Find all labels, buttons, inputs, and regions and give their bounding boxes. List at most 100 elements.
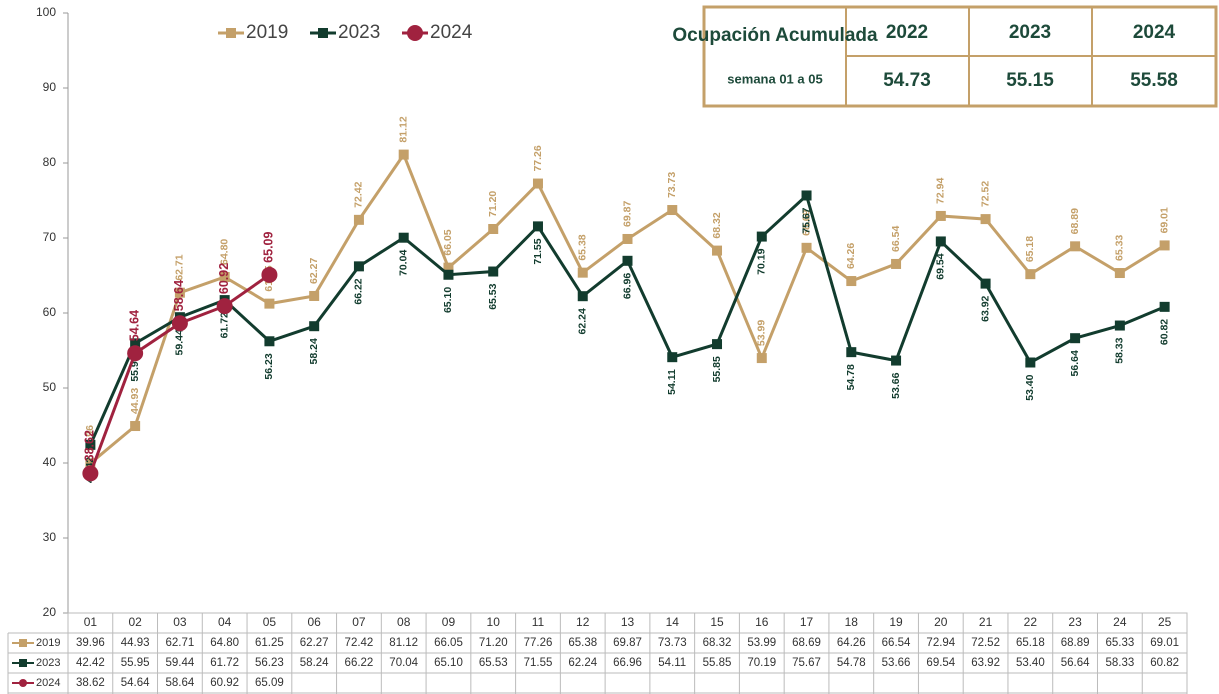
data-label: 44.93 [129, 388, 141, 414]
y-tick-label: 100 [36, 5, 56, 19]
data-label: 72.94 [935, 178, 947, 204]
point [980, 214, 991, 225]
data-label: 65.38 [577, 234, 589, 260]
table-value: 54.78 [837, 657, 866, 669]
data-label: 73.73 [666, 172, 678, 198]
summary-value: 55.58 [1130, 70, 1178, 91]
data-label: 72.52 [979, 181, 991, 207]
point [532, 178, 543, 189]
point [219, 272, 230, 282]
table-value: 58.24 [300, 657, 329, 669]
table-value: 66.54 [882, 637, 911, 649]
point [398, 232, 409, 243]
data-label: 65.33 [1114, 235, 1126, 261]
x-tick-label: 22 [1024, 615, 1038, 629]
table-value: 66.22 [345, 657, 374, 669]
point [891, 355, 902, 366]
series-line [89, 192, 1166, 446]
legend-marker [318, 28, 328, 38]
data-label: 75.67 [800, 207, 812, 233]
point [1025, 357, 1036, 368]
data-label: 62.24 [577, 308, 589, 334]
table-value: 53.40 [1016, 657, 1045, 669]
point [82, 465, 99, 482]
x-tick-label: 06 [308, 615, 322, 629]
x-tick-label: 14 [666, 615, 680, 629]
point [1025, 269, 1036, 280]
x-tick-label: 04 [218, 615, 232, 629]
data-label: 58.64 [172, 280, 186, 311]
point [801, 190, 812, 201]
data-label: 71.20 [487, 191, 499, 217]
data-label: 58.33 [1114, 337, 1126, 363]
data-label: 54.64 [127, 310, 141, 341]
x-tick-label: 15 [710, 615, 724, 629]
table-value: 64.80 [210, 637, 239, 649]
data-label: 38.62 [83, 430, 97, 461]
y-tick-label: 60 [43, 305, 57, 319]
table-value: 61.72 [210, 657, 239, 669]
y-tick-label: 80 [43, 155, 57, 169]
point [309, 290, 320, 301]
x-tick-label: 23 [1068, 615, 1082, 629]
x-tick-label: 21 [979, 615, 993, 629]
summary-subtitle: semana 01 a 05 [727, 71, 822, 86]
x-tick-label: 13 [621, 615, 635, 629]
point [712, 339, 723, 350]
x-tick-label: 08 [397, 615, 411, 629]
data-label: 65.18 [1024, 236, 1036, 262]
data-label: 55.85 [711, 356, 723, 382]
point [353, 261, 364, 272]
table-value: 65.38 [568, 637, 597, 649]
data-label: 77.26 [532, 145, 544, 171]
point [622, 233, 633, 244]
table-value: 58.33 [1105, 657, 1134, 669]
data-label: 61.72 [218, 312, 230, 338]
point [1159, 240, 1170, 251]
legend-marker [407, 25, 423, 41]
table-value: 56.64 [1061, 657, 1090, 669]
data-label: 71.55 [532, 238, 544, 264]
data-label: 66.54 [890, 226, 902, 252]
y-tick-label: 90 [43, 80, 57, 94]
table-value: 73.73 [658, 637, 687, 649]
point [353, 214, 364, 225]
legend-marker [226, 28, 236, 38]
y-tick-label: 70 [43, 230, 57, 244]
data-label: 68.32 [711, 212, 723, 238]
legend-label: 2019 [246, 22, 288, 43]
table-legend-label: 2024 [36, 677, 60, 689]
point [488, 224, 499, 234]
point [264, 336, 275, 347]
x-tick-label: 11 [532, 615, 545, 629]
table-value: 55.95 [121, 657, 150, 669]
point [130, 421, 141, 432]
table-legend-marker [19, 639, 27, 647]
x-tick-label: 05 [263, 615, 277, 629]
x-tick-label: 16 [755, 615, 769, 629]
summary-value: 54.73 [883, 70, 931, 91]
point [667, 205, 678, 216]
y-tick-label: 50 [43, 380, 57, 394]
point [801, 242, 812, 253]
table-value: 62.24 [568, 657, 597, 669]
point [130, 338, 141, 349]
data-label: 60.82 [1158, 319, 1170, 345]
table-value: 71.55 [524, 657, 553, 669]
point [264, 298, 275, 309]
y-tick-label: 40 [43, 455, 57, 469]
summary-value: 55.15 [1006, 70, 1054, 91]
table-value: 65.10 [434, 657, 463, 669]
data-label: 66.22 [353, 278, 365, 304]
x-tick-label: 09 [442, 615, 456, 629]
table-value: 53.99 [747, 637, 776, 649]
table-value: 39.96 [76, 637, 105, 649]
point [667, 352, 678, 363]
data-label: 54.78 [845, 364, 857, 390]
point [398, 149, 409, 160]
table-legend-label: 2019 [36, 637, 60, 649]
point [891, 258, 902, 269]
point [846, 276, 857, 287]
x-tick-label: 02 [128, 615, 142, 629]
